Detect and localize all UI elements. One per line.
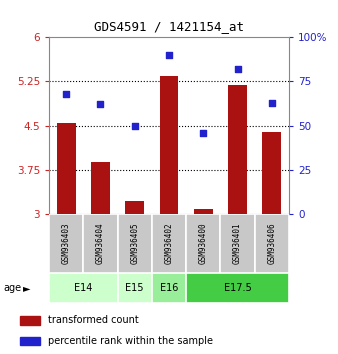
Bar bbox=[255, 214, 289, 273]
Bar bbox=[186, 214, 220, 273]
Bar bbox=[20, 337, 40, 346]
Point bbox=[166, 52, 172, 58]
Text: GSM936406: GSM936406 bbox=[267, 223, 276, 264]
Bar bbox=[152, 273, 186, 303]
Text: age: age bbox=[3, 282, 22, 293]
Title: GDS4591 / 1421154_at: GDS4591 / 1421154_at bbox=[94, 20, 244, 33]
Text: GSM936405: GSM936405 bbox=[130, 223, 139, 264]
Text: percentile rank within the sample: percentile rank within the sample bbox=[48, 336, 213, 346]
Bar bbox=[20, 316, 40, 325]
Text: GSM936402: GSM936402 bbox=[165, 223, 173, 264]
Bar bbox=[160, 75, 178, 214]
Point bbox=[200, 130, 206, 136]
Text: E16: E16 bbox=[160, 282, 178, 293]
Text: GSM936403: GSM936403 bbox=[62, 223, 71, 264]
Bar bbox=[118, 214, 152, 273]
Point bbox=[98, 102, 103, 107]
Point bbox=[132, 123, 138, 129]
Bar bbox=[57, 123, 76, 214]
Bar bbox=[194, 210, 213, 214]
Text: GSM936401: GSM936401 bbox=[233, 223, 242, 264]
Bar bbox=[49, 214, 83, 273]
Text: E15: E15 bbox=[125, 282, 144, 293]
Bar bbox=[152, 214, 186, 273]
Bar bbox=[220, 214, 255, 273]
Bar bbox=[228, 85, 247, 214]
Bar bbox=[118, 273, 152, 303]
Text: GSM936400: GSM936400 bbox=[199, 223, 208, 264]
Bar bbox=[91, 162, 110, 214]
Text: transformed count: transformed count bbox=[48, 315, 139, 325]
Bar bbox=[262, 132, 281, 214]
Bar bbox=[49, 273, 118, 303]
Bar bbox=[125, 201, 144, 214]
Point bbox=[64, 91, 69, 97]
Point bbox=[235, 66, 240, 72]
Text: GSM936404: GSM936404 bbox=[96, 223, 105, 264]
Text: E14: E14 bbox=[74, 282, 93, 293]
Bar bbox=[83, 214, 118, 273]
Text: E17.5: E17.5 bbox=[224, 282, 251, 293]
Text: ►: ► bbox=[23, 282, 30, 293]
Point bbox=[269, 100, 274, 105]
Bar bbox=[186, 273, 289, 303]
